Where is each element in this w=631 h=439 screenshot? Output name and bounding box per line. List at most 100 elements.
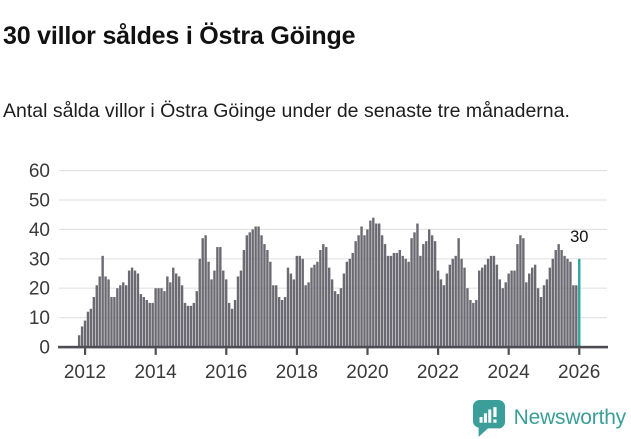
bar xyxy=(189,305,193,347)
bar xyxy=(475,299,478,347)
bar xyxy=(222,270,225,347)
bar xyxy=(130,267,134,347)
bar xyxy=(492,255,496,347)
bar xyxy=(369,220,372,347)
bar xyxy=(563,255,566,347)
bar xyxy=(339,288,343,347)
x-tick-label: 2024 xyxy=(487,362,530,383)
bar xyxy=(124,285,128,347)
bar xyxy=(280,299,284,347)
bar xyxy=(454,255,457,347)
x-tick-label: 2022 xyxy=(417,362,459,383)
bar xyxy=(198,258,201,347)
bar xyxy=(327,267,331,347)
bar xyxy=(225,279,228,347)
bar xyxy=(213,270,216,347)
bar xyxy=(363,235,366,347)
bar xyxy=(510,270,513,347)
bar xyxy=(239,270,243,347)
bar xyxy=(380,235,384,347)
bar xyxy=(154,288,157,347)
y-tick-label: 30 xyxy=(29,249,50,270)
bar xyxy=(533,264,537,347)
bar xyxy=(480,267,484,347)
bar xyxy=(451,258,454,347)
bar xyxy=(469,299,472,347)
bar xyxy=(566,258,569,347)
bar xyxy=(460,258,463,347)
bar xyxy=(345,261,349,347)
bar xyxy=(383,244,387,347)
bar xyxy=(298,255,301,347)
x-tick-label: 2014 xyxy=(134,362,177,383)
bar xyxy=(439,279,443,347)
bar xyxy=(277,297,281,347)
y-tick-label: 50 xyxy=(29,191,50,212)
bar xyxy=(401,255,404,347)
bar xyxy=(372,217,375,347)
bar xyxy=(398,249,401,347)
y-tick-label: 10 xyxy=(29,308,50,329)
bar xyxy=(354,241,357,347)
x-tick-label: 2020 xyxy=(346,362,388,383)
bar xyxy=(292,279,296,347)
bar xyxy=(89,308,93,347)
bar xyxy=(448,264,452,347)
bar xyxy=(351,252,354,347)
bar xyxy=(145,299,148,347)
bar xyxy=(489,255,493,347)
bar xyxy=(386,255,390,347)
bar xyxy=(98,276,101,347)
bar xyxy=(233,299,237,347)
bar xyxy=(151,302,154,347)
chart-subtitle: Antal sålda villor i Östra Göinge under … xyxy=(3,99,570,122)
bar xyxy=(572,285,575,347)
bar xyxy=(251,229,254,347)
bar xyxy=(210,279,213,347)
x-tick-mark xyxy=(295,348,298,355)
bar xyxy=(528,273,531,347)
bar xyxy=(457,238,460,347)
bar xyxy=(433,241,437,347)
bar xyxy=(207,261,210,347)
bar xyxy=(175,273,178,347)
bar xyxy=(86,311,90,347)
bar xyxy=(498,279,502,347)
bar xyxy=(263,244,266,347)
bar xyxy=(316,261,319,347)
bar xyxy=(127,270,131,347)
bar xyxy=(195,291,198,347)
bar xyxy=(360,226,363,347)
bar xyxy=(516,244,519,347)
bar xyxy=(486,258,490,347)
x-tick-mark xyxy=(578,348,581,355)
bar xyxy=(236,276,240,347)
x-tick-mark xyxy=(225,348,228,355)
bar xyxy=(289,273,293,347)
bar xyxy=(445,273,449,347)
bar xyxy=(216,247,219,347)
bar xyxy=(330,279,334,347)
bar xyxy=(472,302,475,347)
bar xyxy=(395,252,399,347)
bar xyxy=(416,223,419,347)
bar xyxy=(227,302,231,347)
bar xyxy=(304,285,307,347)
bar xyxy=(192,302,196,347)
bar xyxy=(519,235,522,347)
bar-chart: 0 10 20 30 40 50 60 30 2012 2014 2016 2018 2020 2022 2… xyxy=(29,161,608,383)
bar xyxy=(325,247,328,347)
bar xyxy=(286,267,290,347)
bar xyxy=(442,285,446,347)
bar xyxy=(466,288,469,347)
bar xyxy=(392,252,396,347)
y-tick-label: 60 xyxy=(29,161,50,182)
bar xyxy=(548,267,552,347)
bar xyxy=(186,305,190,347)
newsworthy-logo[interactable]: Newsworthy xyxy=(472,399,626,437)
bar xyxy=(507,273,510,347)
bar xyxy=(545,279,549,347)
bar xyxy=(201,238,204,347)
bar xyxy=(172,267,175,347)
newsworthy-logo-icon xyxy=(472,400,505,437)
